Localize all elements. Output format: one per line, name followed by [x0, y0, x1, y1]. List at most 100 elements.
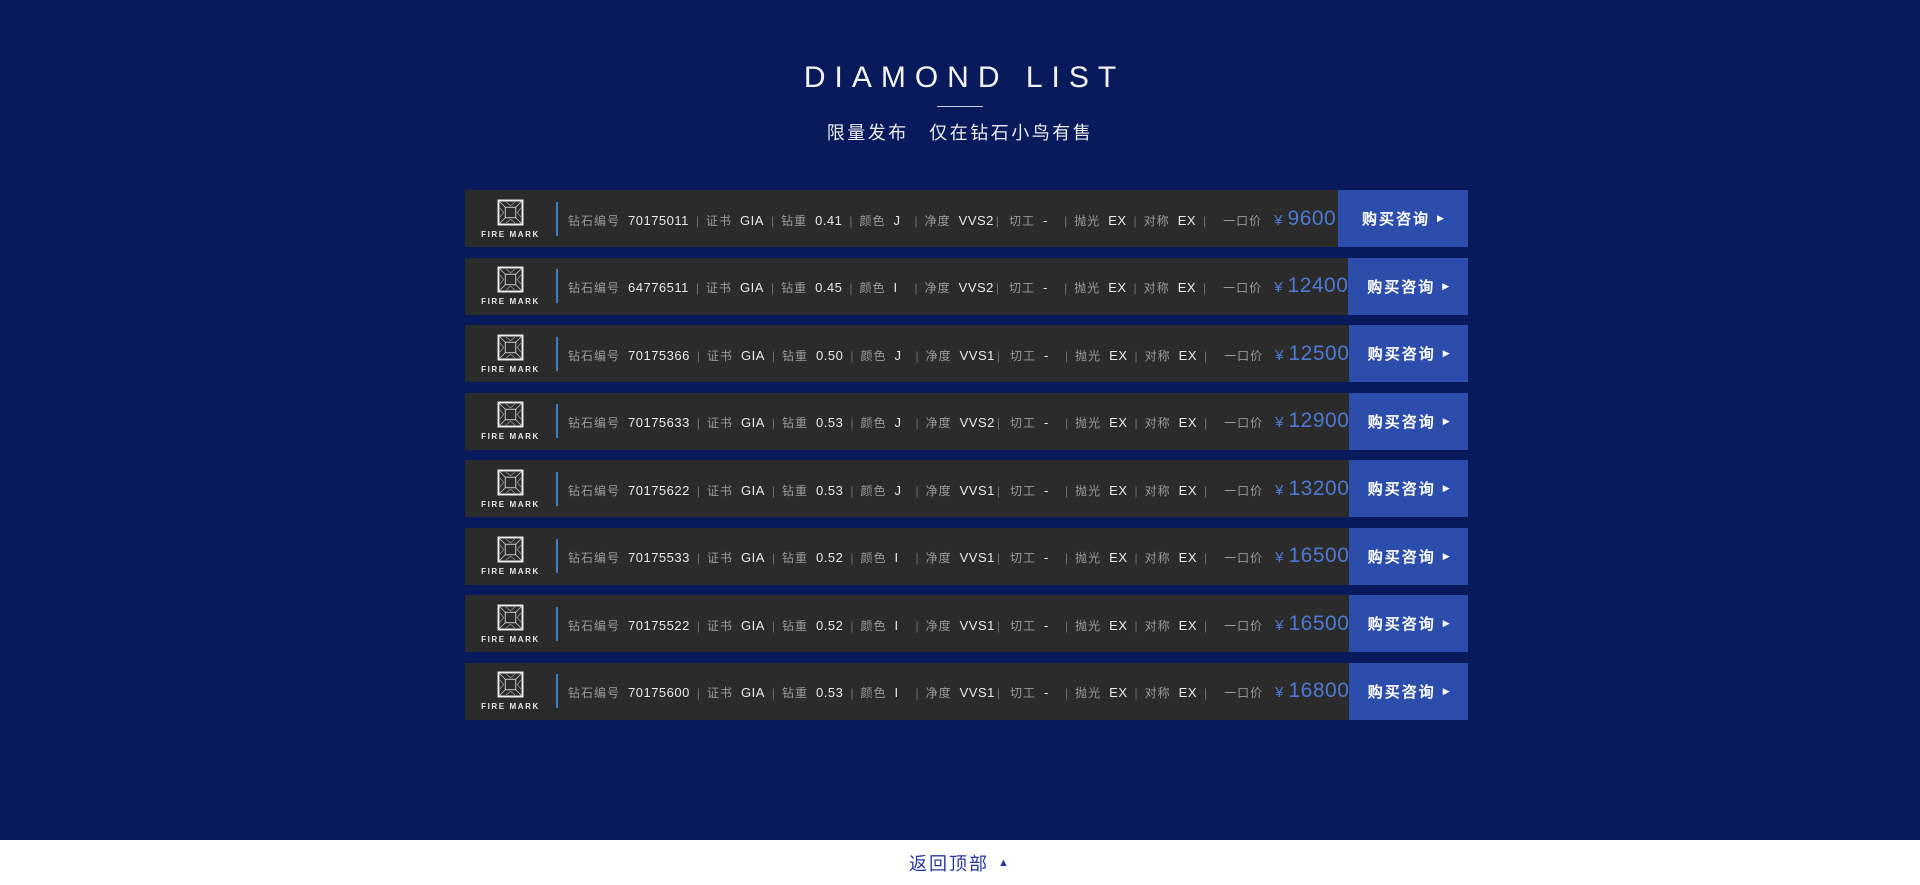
right-arrow-icon: ▶: [1442, 348, 1450, 358]
field-label-cut: 切工: [1010, 483, 1037, 498]
title-divider: [937, 106, 983, 107]
field-separator: |: [996, 416, 1001, 430]
field-separator: |: [849, 281, 853, 295]
buy-consult-button[interactable]: 购买咨询 ▶: [1349, 325, 1468, 382]
princess-diamond-icon: [497, 604, 524, 630]
color-value: J: [894, 482, 902, 498]
currency-symbol: ¥: [1275, 616, 1284, 634]
field-label-clarity: 净度: [925, 416, 952, 430]
field-separator: |: [1134, 416, 1138, 430]
field-label-id: 钻石编号: [568, 281, 621, 295]
currency-symbol: ¥: [1275, 481, 1284, 499]
vertical-divider: [556, 606, 558, 641]
color-value: I: [894, 550, 899, 565]
field-separator: |: [1204, 416, 1208, 430]
field-label-price: 一口价: [1224, 551, 1264, 565]
buy-consult-label: 购买咨询: [1367, 616, 1436, 633]
field-label-id: 钻石编号: [568, 213, 621, 228]
back-to-top-link[interactable]: 返回顶部 ▲: [909, 850, 1011, 876]
buy-consult-button[interactable]: 购买咨询 ▶: [1349, 595, 1468, 652]
field-separator: |: [696, 551, 700, 565]
vertical-divider: [556, 201, 558, 236]
princess-diamond-icon: [497, 334, 524, 360]
field-separator: |: [770, 213, 775, 228]
field-separator: |: [996, 618, 1001, 633]
field-separator: |: [915, 416, 919, 430]
buy-consult-label: 购买咨询: [1367, 278, 1436, 296]
brand-block: FIRE MARK: [465, 663, 556, 720]
field-label-symmetry: 对称: [1144, 483, 1171, 498]
buy-consult-button[interactable]: 购买咨询 ▶: [1338, 190, 1468, 247]
brand-label: FIRE MARK: [481, 567, 540, 576]
buy-consult-button[interactable]: 购买咨询 ▶: [1349, 527, 1468, 585]
diamond-row: FIRE MARK 钻石编号 70175600 | 证书 GIA | 钻重 0.…: [465, 662, 1468, 720]
princess-diamond-icon: [497, 401, 524, 428]
buy-consult-button[interactable]: 购买咨询 ▶: [1349, 662, 1468, 720]
field-label-clarity: 净度: [925, 348, 952, 363]
field-label-color: 颜色: [860, 618, 887, 633]
buy-consult-label: 购买咨询: [1362, 211, 1431, 228]
field-separator: |: [1134, 551, 1138, 565]
field-separator: |: [696, 416, 700, 430]
field-label-id: 钻石编号: [568, 483, 621, 498]
diamond-row: FIRE MARK 钻石编号 70175533 | 证书 GIA | 钻重 0.…: [465, 527, 1468, 585]
field-separator: |: [696, 686, 700, 700]
field-separator: |: [1065, 348, 1069, 363]
field-separator: |: [1065, 686, 1069, 700]
page-subtitle: 限量发布 仅在钻石小鸟有售: [826, 123, 1094, 143]
field-label-color: 颜色: [859, 213, 886, 228]
buy-consult-button[interactable]: 购买咨询 ▶: [1349, 460, 1468, 517]
buy-consult-button[interactable]: 购买咨询 ▶: [1348, 257, 1468, 315]
field-label-id: 钻石编号: [568, 416, 621, 430]
field-label-clarity: 净度: [925, 618, 952, 633]
cut-value: -: [1044, 685, 1049, 700]
vertical-divider: [556, 404, 558, 438]
cert-value: GIA: [741, 347, 765, 363]
buy-consult-label: 购买咨询: [1367, 346, 1436, 363]
field-separator: |: [915, 348, 919, 363]
field-separator: |: [1204, 348, 1208, 363]
field-separator: |: [695, 281, 700, 295]
field-separator: |: [996, 551, 1001, 565]
diamond-row-panel: FIRE MARK 钻石编号 70175522 | 证书 GIA | 钻重 0.…: [465, 595, 1350, 652]
diamond-details: 钻石编号 70175600 | 证书 GIA | 钻重 0.53 | 颜色 I …: [568, 679, 1349, 703]
field-label-cut: 切工: [1009, 213, 1036, 228]
field-label-carat: 钻重: [781, 213, 808, 228]
field-separator: |: [1065, 551, 1069, 565]
field-separator: |: [914, 213, 918, 228]
list-header: DIAMOND LIST 限量发布 仅在钻石小鸟有售: [0, 0, 1920, 144]
color-value: J: [893, 212, 901, 228]
field-separator: |: [1065, 416, 1069, 430]
diamond-details: 钻石编号 70175533 | 证书 GIA | 钻重 0.52 | 颜色 I …: [568, 544, 1349, 568]
field-label-color: 颜色: [860, 416, 887, 430]
field-separator: |: [1133, 281, 1137, 295]
field-separator: |: [1204, 483, 1208, 498]
buy-consult-button[interactable]: 购买咨询 ▶: [1349, 392, 1468, 450]
field-label-price: 一口价: [1223, 281, 1263, 295]
field-separator: |: [1204, 618, 1208, 633]
diamond-row-panel: FIRE MARK 钻石编号 70175366 | 证书 GIA | 钻重 0.…: [465, 325, 1350, 382]
currency-symbol: ¥: [1274, 279, 1283, 296]
right-arrow-icon: ▶: [1442, 483, 1450, 493]
field-separator: |: [995, 281, 1000, 295]
price-value: 16500: [1288, 544, 1350, 567]
cut-value: -: [1044, 415, 1049, 430]
polish-value: EX: [1109, 415, 1128, 430]
field-separator: |: [850, 551, 854, 565]
brand-block: FIRE MARK: [465, 460, 556, 517]
field-separator: |: [771, 686, 776, 700]
field-label-cert: 证书: [706, 551, 733, 565]
symmetry-value: EX: [1178, 415, 1197, 430]
field-label-symmetry: 对称: [1144, 551, 1171, 565]
polish-value: EX: [1108, 212, 1127, 228]
field-label-cert: 证书: [706, 618, 733, 633]
cut-value: -: [1044, 550, 1049, 565]
field-label-polish: 抛光: [1075, 483, 1102, 498]
carat-value: 0.52: [816, 550, 844, 565]
price-value: 16500: [1288, 611, 1350, 635]
field-separator: |: [1064, 281, 1068, 295]
symmetry-value: EX: [1178, 685, 1197, 700]
right-arrow-icon: ▶: [1437, 213, 1444, 223]
field-label-cut: 切工: [1010, 618, 1037, 633]
